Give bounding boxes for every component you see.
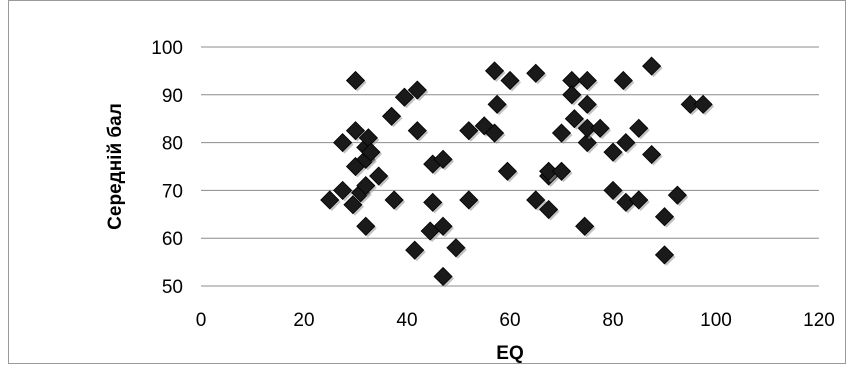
data-point	[333, 133, 353, 153]
data-point	[562, 85, 582, 105]
data-point	[654, 245, 675, 265]
data-point	[693, 94, 713, 114]
y-tick-label: 80	[162, 134, 183, 155]
data-point	[484, 123, 505, 143]
data-point	[497, 161, 517, 181]
point-layer	[320, 56, 715, 288]
y-tick-label: 100	[151, 38, 183, 59]
x-tick-label: 100	[700, 310, 732, 331]
x-tick-label: 60	[499, 310, 520, 331]
data-point	[446, 238, 466, 258]
data-point	[394, 87, 414, 107]
data-point	[423, 192, 443, 212]
data-point	[577, 70, 597, 91]
data-point	[407, 80, 427, 100]
data-point	[369, 166, 389, 186]
tick-layer: 50 60 70 80 90 100 0 20 40 60 80 100 120	[151, 38, 835, 331]
grid-layer	[201, 46, 819, 287]
y-tick-label: 50	[162, 277, 183, 298]
y-tick-label: 90	[162, 86, 183, 107]
data-point	[405, 240, 425, 260]
x-axis-title: EQ	[496, 343, 523, 363]
y-tick-label: 70	[162, 181, 183, 202]
data-point	[551, 123, 572, 143]
data-point	[433, 149, 453, 169]
data-point	[433, 216, 453, 236]
data-point	[384, 190, 404, 210]
data-point	[407, 121, 427, 141]
x-tick-label: 20	[293, 310, 314, 331]
data-point	[577, 133, 597, 153]
data-point	[667, 185, 687, 205]
data-point	[577, 94, 597, 114]
data-point	[539, 161, 559, 181]
data-point	[551, 161, 572, 181]
data-point	[539, 199, 559, 220]
data-point	[487, 94, 507, 114]
data-point	[654, 207, 675, 227]
data-point	[433, 266, 453, 287]
data-point	[381, 106, 402, 126]
data-point	[642, 144, 662, 165]
data-point	[590, 118, 610, 138]
data-point	[484, 61, 505, 81]
y-tick-label: 60	[162, 229, 183, 250]
y-axis-title: Середній бал	[105, 103, 126, 230]
scatter-chart: 50 60 70 80 90 100 0 20 40 60 80 100 120 EQ Середній…	[105, 38, 835, 363]
data-point	[356, 176, 376, 196]
data-point	[459, 121, 479, 141]
data-point	[613, 70, 633, 91]
chart-frame: 50 60 70 80 90 100 0 20 40 60 80 100 120 EQ Середній…	[8, 0, 846, 364]
data-point	[345, 121, 366, 141]
data-point	[526, 190, 546, 210]
data-point	[564, 109, 584, 129]
data-point	[356, 216, 376, 236]
data-point	[343, 195, 363, 215]
data-point	[333, 180, 353, 200]
data-point	[603, 142, 623, 162]
x-tick-label: 120	[803, 310, 835, 331]
data-point	[629, 190, 649, 210]
x-tick-label: 80	[602, 310, 623, 331]
x-tick-label: 0	[196, 310, 207, 331]
data-point	[616, 133, 636, 153]
data-point	[459, 190, 479, 210]
data-point	[629, 118, 649, 138]
data-point	[680, 94, 700, 114]
data-point	[320, 190, 340, 210]
data-point	[500, 70, 520, 91]
data-point	[642, 56, 662, 76]
data-point	[603, 180, 623, 200]
data-point	[575, 216, 595, 236]
data-point	[361, 142, 381, 162]
data-point	[345, 70, 366, 91]
x-tick-label: 40	[396, 310, 417, 331]
data-point	[577, 118, 597, 138]
data-point	[526, 63, 546, 83]
